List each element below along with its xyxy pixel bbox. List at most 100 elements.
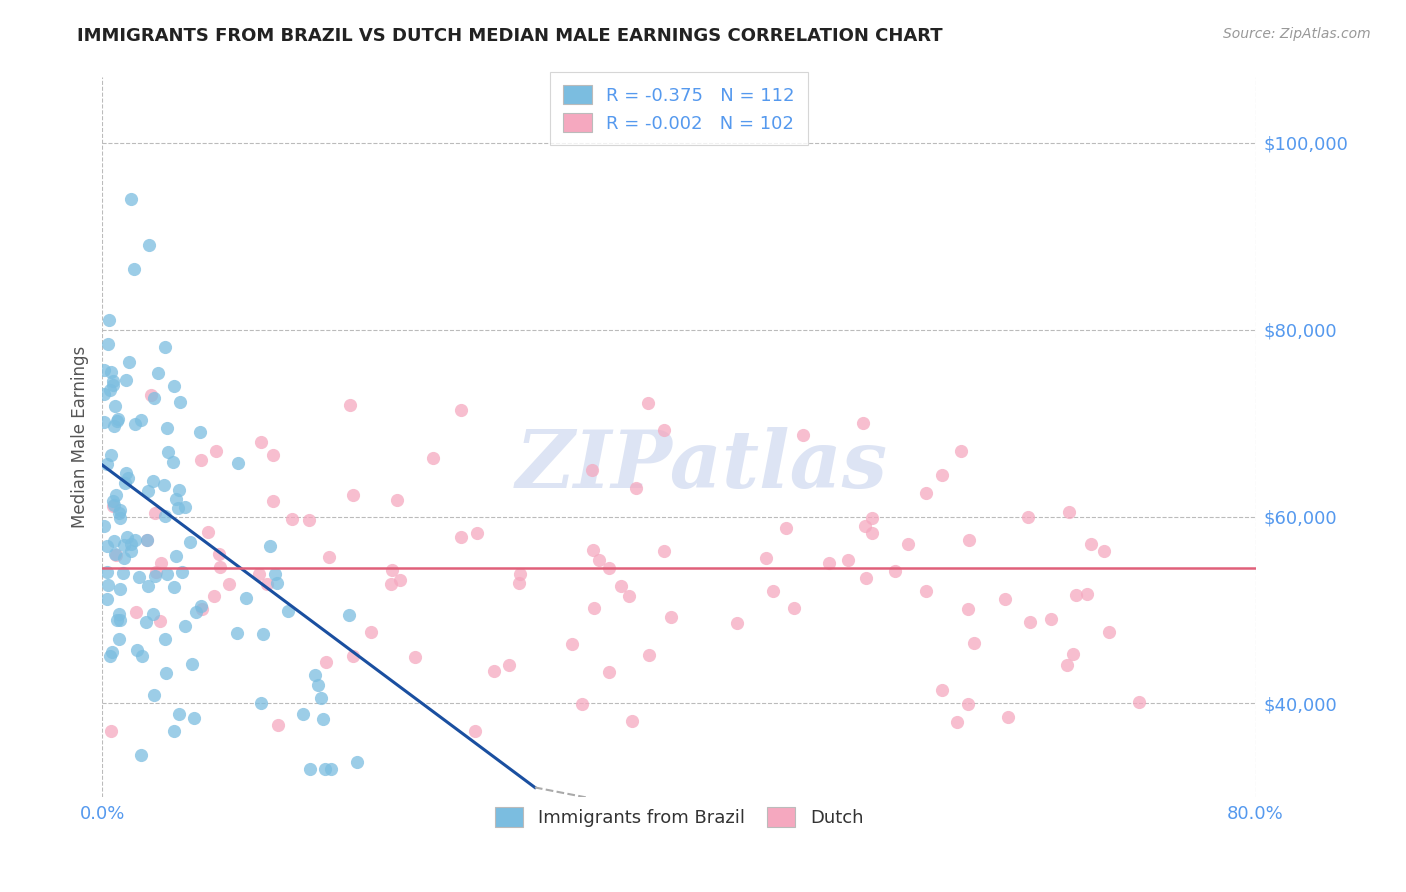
Point xyxy=(482,664,505,678)
Point xyxy=(197,525,219,540)
Point xyxy=(1040,612,1063,626)
Y-axis label: Median Male Earnings: Median Male Earnings xyxy=(72,346,89,528)
Point xyxy=(129,748,152,763)
Point xyxy=(141,388,163,402)
Point xyxy=(107,412,129,426)
Point xyxy=(207,547,229,561)
Point xyxy=(226,456,249,470)
Point xyxy=(100,724,122,739)
Point xyxy=(111,566,134,581)
Point xyxy=(762,584,785,599)
Point xyxy=(120,544,142,558)
Point xyxy=(108,582,131,596)
Point xyxy=(205,443,228,458)
Point xyxy=(153,478,176,492)
Point xyxy=(190,453,212,467)
Point xyxy=(931,467,953,482)
Point xyxy=(1098,625,1121,640)
Point xyxy=(98,383,121,397)
Point xyxy=(314,762,336,776)
Point xyxy=(93,386,115,401)
Point xyxy=(114,475,136,490)
Point xyxy=(652,544,675,558)
Point xyxy=(167,501,190,516)
Point xyxy=(262,494,284,508)
Point xyxy=(172,565,194,579)
Point xyxy=(156,421,179,435)
Point xyxy=(262,449,284,463)
Point xyxy=(103,377,125,392)
Point xyxy=(304,667,326,681)
Point xyxy=(101,374,124,388)
Point xyxy=(143,391,166,405)
Point xyxy=(108,506,131,520)
Point xyxy=(837,552,859,566)
Point xyxy=(104,488,127,502)
Point xyxy=(319,762,342,776)
Point xyxy=(156,567,179,582)
Point xyxy=(311,690,333,705)
Point xyxy=(318,550,340,565)
Point xyxy=(179,534,201,549)
Point xyxy=(946,714,969,729)
Point xyxy=(180,657,202,671)
Point xyxy=(174,500,197,514)
Point xyxy=(957,533,980,547)
Point xyxy=(659,610,682,624)
Point xyxy=(103,534,125,549)
Point xyxy=(235,591,257,605)
Point xyxy=(1056,657,1078,672)
Point xyxy=(103,419,125,434)
Point xyxy=(860,511,883,525)
Point xyxy=(956,601,979,615)
Point xyxy=(1092,543,1115,558)
Point xyxy=(509,566,531,581)
Point xyxy=(190,599,212,613)
Point xyxy=(100,365,122,379)
Point xyxy=(266,575,288,590)
Point xyxy=(450,402,472,417)
Text: Source: ZipAtlas.com: Source: ZipAtlas.com xyxy=(1223,27,1371,41)
Point xyxy=(860,526,883,541)
Point xyxy=(98,649,121,664)
Point xyxy=(652,423,675,437)
Point xyxy=(142,475,165,489)
Point xyxy=(96,566,118,580)
Point xyxy=(155,666,177,681)
Point xyxy=(1080,537,1102,551)
Point xyxy=(250,696,273,710)
Point xyxy=(299,762,322,776)
Point xyxy=(163,723,186,738)
Point xyxy=(852,416,875,430)
Point xyxy=(165,549,187,563)
Point xyxy=(108,607,131,621)
Point xyxy=(173,619,195,633)
Point xyxy=(124,533,146,548)
Point xyxy=(104,399,127,413)
Point xyxy=(637,396,659,410)
Point xyxy=(153,632,176,647)
Point xyxy=(498,658,520,673)
Point xyxy=(617,589,640,603)
Point xyxy=(598,561,620,575)
Point xyxy=(129,413,152,427)
Point xyxy=(183,711,205,725)
Point xyxy=(621,714,644,729)
Point xyxy=(247,567,270,582)
Point xyxy=(582,542,605,557)
Legend: Immigrants from Brazil, Dutch: Immigrants from Brazil, Dutch xyxy=(488,800,870,835)
Point xyxy=(142,607,165,622)
Point xyxy=(292,707,315,722)
Point xyxy=(387,492,409,507)
Point xyxy=(108,632,131,647)
Point xyxy=(950,444,973,458)
Point xyxy=(97,337,120,351)
Point xyxy=(997,710,1019,724)
Point xyxy=(93,415,115,429)
Point xyxy=(346,756,368,770)
Point xyxy=(342,648,364,663)
Point xyxy=(120,537,142,551)
Point xyxy=(256,577,278,591)
Point xyxy=(145,565,167,579)
Point xyxy=(112,551,135,566)
